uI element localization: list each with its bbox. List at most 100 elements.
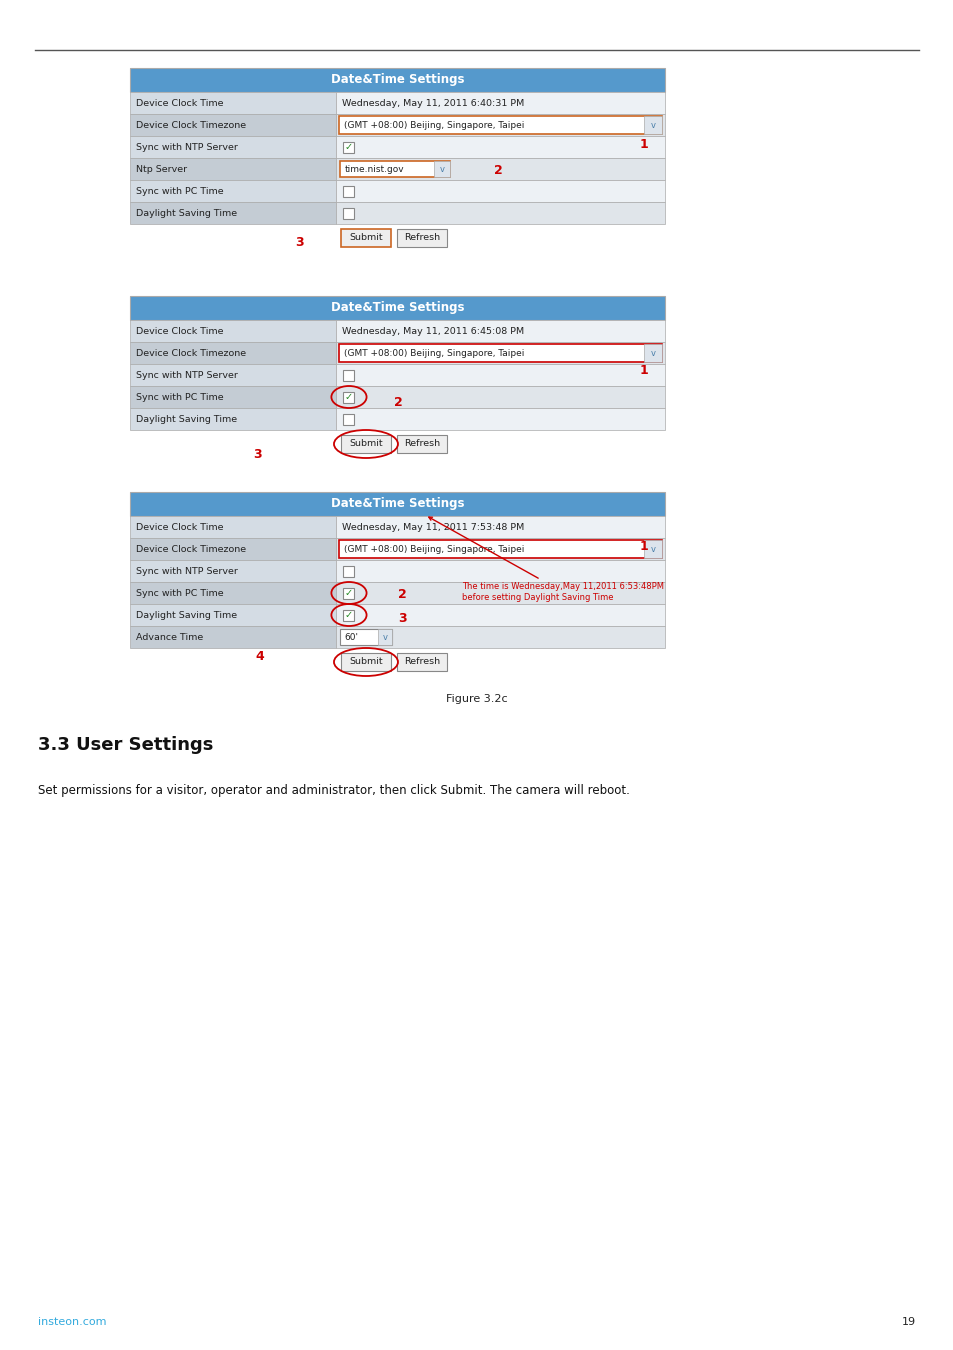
Text: Wednesday, May 11, 2011 7:53:48 PM: Wednesday, May 11, 2011 7:53:48 PM bbox=[341, 522, 524, 532]
Bar bbox=[335, 539, 664, 560]
Text: Wednesday, May 11, 2011 6:45:08 PM: Wednesday, May 11, 2011 6:45:08 PM bbox=[341, 327, 523, 336]
Text: Refresh: Refresh bbox=[403, 657, 439, 667]
Text: Submit: Submit bbox=[349, 657, 382, 667]
Text: Set permissions for a visitor, operator and administrator, then click Submit. Th: Set permissions for a visitor, operator … bbox=[38, 784, 629, 796]
Text: Sync with NTP Server: Sync with NTP Server bbox=[136, 567, 237, 575]
Text: (GMT +08:00) Beijing, Singapore, Taipei: (GMT +08:00) Beijing, Singapore, Taipei bbox=[344, 120, 524, 130]
Text: 3: 3 bbox=[253, 448, 261, 462]
Text: 3: 3 bbox=[294, 236, 303, 250]
Text: Sync with PC Time: Sync with PC Time bbox=[136, 589, 223, 598]
Text: 1: 1 bbox=[639, 363, 648, 377]
Bar bbox=[338, 116, 661, 134]
Bar bbox=[130, 158, 335, 180]
Bar bbox=[130, 491, 664, 516]
Text: Sync with PC Time: Sync with PC Time bbox=[136, 393, 223, 401]
Bar bbox=[130, 180, 335, 202]
Text: Sync with NTP Server: Sync with NTP Server bbox=[136, 143, 237, 151]
Text: Device Clock Time: Device Clock Time bbox=[136, 327, 223, 336]
Bar bbox=[343, 587, 355, 598]
Text: Refresh: Refresh bbox=[403, 234, 439, 243]
Text: 3.3 User Settings: 3.3 User Settings bbox=[38, 736, 213, 755]
Bar bbox=[335, 158, 664, 180]
Bar bbox=[343, 370, 355, 381]
Text: insteon.com: insteon.com bbox=[38, 1318, 107, 1327]
Text: Wednesday, May 11, 2011 6:40:31 PM: Wednesday, May 11, 2011 6:40:31 PM bbox=[341, 99, 524, 108]
Bar bbox=[396, 230, 447, 247]
Text: The time is Wednesday,May 11,2011 6:53:48PM
before setting Daylight Saving Time: The time is Wednesday,May 11,2011 6:53:4… bbox=[428, 517, 663, 602]
Text: Submit: Submit bbox=[349, 440, 382, 448]
Bar bbox=[335, 386, 664, 408]
Bar bbox=[643, 540, 661, 558]
Text: Device Clock Time: Device Clock Time bbox=[136, 99, 223, 108]
Bar bbox=[343, 566, 355, 576]
Text: Date&Time Settings: Date&Time Settings bbox=[331, 498, 464, 510]
Text: v: v bbox=[650, 544, 655, 554]
Text: 60': 60' bbox=[344, 633, 357, 641]
Text: Sync with PC Time: Sync with PC Time bbox=[136, 186, 223, 196]
Text: Figure 3.2c: Figure 3.2c bbox=[446, 694, 507, 703]
Text: Daylight Saving Time: Daylight Saving Time bbox=[136, 414, 237, 424]
Bar bbox=[335, 516, 664, 539]
Bar bbox=[130, 364, 335, 386]
Bar bbox=[335, 202, 664, 224]
Bar bbox=[396, 653, 447, 671]
Bar bbox=[130, 386, 335, 408]
Bar bbox=[335, 320, 664, 342]
Bar bbox=[340, 653, 391, 671]
Bar bbox=[343, 413, 355, 424]
Bar bbox=[130, 342, 335, 365]
Bar bbox=[339, 629, 392, 645]
Bar bbox=[335, 626, 664, 648]
Bar bbox=[335, 92, 664, 113]
Bar bbox=[340, 435, 391, 454]
Text: Refresh: Refresh bbox=[403, 440, 439, 448]
Bar bbox=[130, 68, 664, 92]
Text: 19: 19 bbox=[901, 1318, 915, 1327]
Text: Date&Time Settings: Date&Time Settings bbox=[331, 301, 464, 315]
Bar bbox=[643, 344, 661, 362]
Text: Ntp Server: Ntp Server bbox=[136, 165, 187, 174]
Text: 2: 2 bbox=[494, 163, 502, 177]
Text: Daylight Saving Time: Daylight Saving Time bbox=[136, 208, 237, 217]
Text: ✓: ✓ bbox=[345, 589, 353, 598]
Text: 2: 2 bbox=[397, 587, 406, 601]
Bar bbox=[130, 113, 335, 136]
Bar bbox=[335, 560, 664, 582]
Bar bbox=[343, 142, 355, 153]
Text: ✓: ✓ bbox=[345, 392, 353, 402]
Bar bbox=[130, 626, 335, 648]
Bar bbox=[130, 92, 335, 113]
Bar bbox=[130, 582, 335, 603]
Text: 3: 3 bbox=[397, 613, 406, 625]
Text: Advance Time: Advance Time bbox=[136, 633, 203, 641]
Bar bbox=[643, 116, 661, 134]
Text: Device Clock Time: Device Clock Time bbox=[136, 522, 223, 532]
Bar bbox=[338, 540, 661, 558]
Bar bbox=[130, 539, 335, 560]
Text: 2: 2 bbox=[394, 396, 402, 409]
Text: v: v bbox=[439, 165, 444, 174]
Bar bbox=[396, 435, 447, 454]
Text: Sync with NTP Server: Sync with NTP Server bbox=[136, 370, 237, 379]
Bar bbox=[434, 161, 450, 177]
Bar bbox=[343, 208, 355, 219]
Bar bbox=[335, 113, 664, 136]
Bar bbox=[130, 320, 335, 342]
Text: Submit: Submit bbox=[349, 234, 382, 243]
Bar bbox=[339, 161, 450, 177]
Bar bbox=[130, 136, 335, 158]
Bar bbox=[130, 603, 335, 626]
Bar bbox=[377, 629, 392, 645]
Bar bbox=[340, 230, 391, 247]
Bar bbox=[130, 296, 664, 320]
Bar bbox=[130, 408, 335, 431]
Text: 1: 1 bbox=[639, 540, 648, 553]
Text: ✓: ✓ bbox=[345, 142, 353, 153]
Text: Daylight Saving Time: Daylight Saving Time bbox=[136, 610, 237, 620]
Text: Device Clock Timezone: Device Clock Timezone bbox=[136, 544, 246, 554]
Bar bbox=[338, 344, 661, 362]
Bar bbox=[343, 609, 355, 621]
Bar bbox=[343, 392, 355, 402]
Bar bbox=[130, 516, 335, 539]
Bar bbox=[335, 603, 664, 626]
